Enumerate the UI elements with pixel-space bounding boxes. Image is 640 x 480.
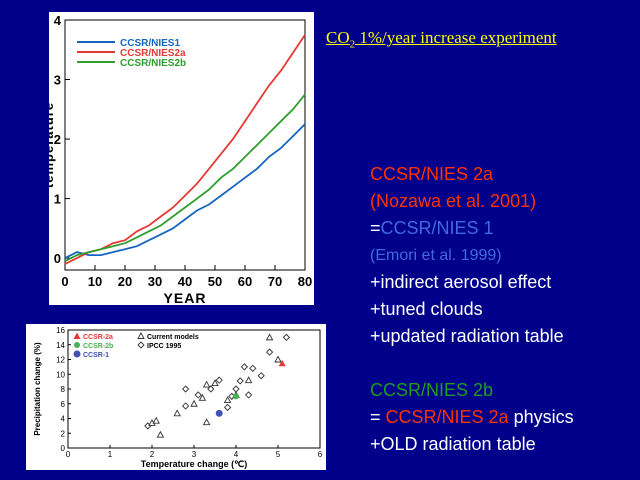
data-point-ipcc-1995 (265, 348, 274, 356)
x-tick-label: 4 (234, 450, 239, 459)
data-point-current-model (152, 416, 160, 424)
x-tick-label: 70 (268, 274, 282, 289)
data-point-ipcc-1995 (194, 391, 202, 399)
x-axis-label: Temperature change (℃) (141, 459, 247, 469)
x-tick-label: 40 (178, 274, 192, 289)
desc-aerosol: +indirect aerosol effect (370, 272, 552, 292)
scatter-chart-panel: 0 1 2 3 4 5 6 0 2 4 6 8 10 12 14 16 Temperature change (… (26, 324, 326, 470)
desc-nozawa-ref: (Nozawa et al. 2001) (370, 191, 537, 211)
desc-model-2b: CCSR/NIES 2b (370, 380, 494, 400)
y-tick-label: 16 (56, 326, 65, 335)
data-point-ipcc-1995 (232, 385, 240, 393)
y-axis-label: temperature (49, 102, 56, 188)
y-tick-label: 4 (61, 415, 66, 424)
x-tick-label: 5 (276, 450, 281, 459)
data-point-current-model (202, 380, 211, 388)
y-axis-label: Precipitation change (%) (33, 342, 42, 436)
data-point-ipcc-1995 (207, 385, 215, 393)
x-tick-label: 0 (66, 450, 71, 459)
legend-marker-ipcc-1995 (137, 341, 145, 349)
desc-model-2a: CCSR/NIES 2a (370, 164, 494, 184)
series-line-ccsr-nies2b (64, 93, 306, 262)
data-point-ipcc-1995 (144, 422, 152, 430)
y-tick-label: 10 (56, 370, 65, 379)
data-point-ipcc-1995 (181, 385, 190, 393)
legend-marker-ccsr-2a (73, 332, 81, 339)
data-point-ipcc-1995 (236, 377, 244, 385)
desc-equals-model1: =CCSR/NIES 1 (370, 218, 494, 238)
desc-clouds: +tuned clouds (370, 299, 483, 319)
data-point-ccsr-1 (215, 409, 223, 417)
data-point-ipcc-1995 (223, 403, 232, 412)
x-tick-label: 20 (118, 274, 132, 289)
y-tick-label: 0 (54, 251, 61, 266)
data-point-current-model (211, 379, 219, 387)
data-point-current-model (190, 399, 198, 407)
data-point-ipcc-1995 (215, 376, 223, 384)
desc-radiation-old: +OLD radiation table (370, 434, 536, 454)
legend-label: CCSR-1 (83, 352, 109, 359)
legend-marker-ccsr-2b (74, 342, 80, 348)
temperature-chart: 0 10 20 30 40 50 60 70 80 0 1 2 3 4 YEAR temperature CCS… (41, 13, 312, 306)
y-tick-label: 14 (56, 341, 65, 350)
y-tick-label: 0 (61, 444, 66, 453)
legend-label: IPCC 1995 (147, 343, 181, 350)
y-tick-label: 2 (54, 132, 61, 147)
data-point-current-model (198, 393, 207, 401)
desc-emori-ref: (Emori et al. 1999) (370, 247, 502, 264)
data-point-current-model (156, 430, 165, 438)
data-point-current-model (265, 333, 274, 341)
data-point-ipcc-1995 (181, 402, 190, 410)
x-tick-label: 0 (61, 274, 68, 289)
legend-label: CCSR/NIES1 (120, 38, 180, 49)
data-point-current-model (173, 409, 181, 417)
y-tick-label: 3 (54, 73, 61, 88)
y-tick-label: 4 (54, 13, 62, 28)
y-tick-label: 6 (61, 400, 66, 409)
legend-label: CCSR/NIES2a (120, 48, 186, 59)
data-point-current-model (274, 355, 282, 363)
legend-label: CCSR-2b (83, 343, 113, 350)
data-point-ipcc-1995 (240, 363, 249, 371)
data-point-current-model (244, 376, 253, 384)
x-axis-label: YEAR (164, 290, 207, 305)
y-tick-label: 8 (61, 385, 66, 394)
data-point-ipcc-1995 (249, 364, 257, 372)
data-point-ipcc-1995 (244, 391, 253, 399)
x-tick-label: 2 (150, 450, 155, 459)
desc-equals-2a-physics: = CCSR/NIES 2a physics (370, 407, 574, 427)
x-tick-label: 50 (208, 274, 222, 289)
x-tick-label: 60 (238, 274, 252, 289)
legend-marker-current-model (137, 332, 145, 339)
legend-label: CCSR/NIES2b (120, 58, 186, 69)
slide-title: CO2 1%/year increase experiment (326, 28, 557, 51)
y-tick-label: 1 (54, 192, 61, 207)
x-tick-label: 1 (108, 450, 113, 459)
x-tick-label: 6 (318, 450, 323, 459)
data-point-ccsr-2a (278, 359, 286, 367)
y-tick-label: 12 (56, 356, 65, 365)
y-tick-label: 2 (61, 429, 66, 438)
legend-label: CCSR-2a (83, 334, 113, 341)
temperature-chart-panel: 0 10 20 30 40 50 60 70 80 0 1 2 3 4 YEAR temperature CCS… (41, 12, 314, 306)
data-point-ipcc-1995 (257, 372, 265, 380)
x-tick-label: 30 (148, 274, 162, 289)
series-line-ccsr-nies1 (64, 123, 306, 259)
series-line-ccsr-nies2a (64, 34, 306, 265)
x-tick-label: 10 (88, 274, 102, 289)
legend-label: Current models (147, 334, 199, 341)
legend-marker-ccsr-1 (73, 350, 81, 358)
data-point-current-model (202, 418, 211, 426)
x-tick-label: 80 (298, 274, 312, 289)
x-tick-label: 3 (192, 450, 197, 459)
desc-radiation-updated: +updated radiation table (370, 326, 564, 346)
data-point-ccsr-2b (233, 393, 239, 400)
data-point-ipcc-1995 (282, 333, 291, 342)
data-point-current-model (223, 396, 232, 404)
